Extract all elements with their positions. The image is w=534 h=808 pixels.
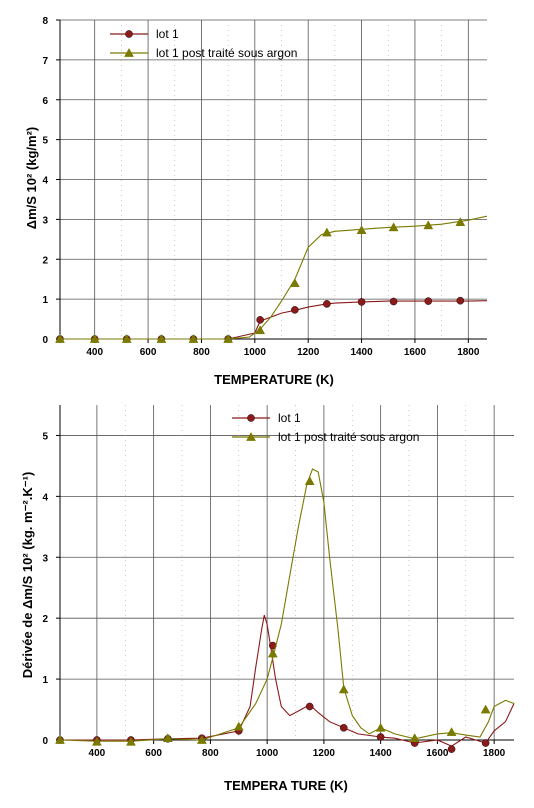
chart-bottom-x-tick-label: 1000 <box>256 748 279 759</box>
chart-bottom-series-lot1-point <box>447 745 456 753</box>
chart-bottom-series-lot1-point <box>376 733 385 741</box>
chart-bottom-y-tick-label: 4 <box>42 492 48 503</box>
chart-bottom-legend-label: lot 1 <box>278 411 301 425</box>
chart-top-series-lot1-point <box>424 297 433 305</box>
chart-bottom-series-lot1-point <box>305 702 314 711</box>
chart-top-series-lot1-argon-point <box>255 325 266 335</box>
chart-top-legend-label: lot 1 <box>156 27 179 41</box>
chart-top-y-tick-label: 8 <box>42 16 48 27</box>
chart-bottom-x-tick-label: 1200 <box>313 748 336 759</box>
chart-top-series-lot1-argon-point <box>356 225 367 234</box>
chart-top-ylabel: Δm/S 10² (kg/m²) <box>24 127 39 230</box>
chart-top-legend: lot 1 lot 1 post traité sous argon <box>110 27 297 60</box>
chart-top-series-lot1-point <box>357 298 366 306</box>
chart-top-y-tick-label: 6 <box>42 96 48 107</box>
chart-top: Δm/S 10² (kg/m²) TEMPERATURE (K) <box>24 127 334 387</box>
chart-bottom-series-lot1-argon-point <box>267 648 278 658</box>
chart-top-series-lot1-argon-point <box>223 333 234 343</box>
chart-top-series-lot1-argon-point <box>121 333 132 343</box>
chart-bottom-series-lot1-argon-point <box>162 733 173 743</box>
chart-bottom-series-lot1-argon-point <box>338 684 349 694</box>
chart-top-series-lot1-argon-point <box>55 333 65 343</box>
chart-top-series-lot1-point <box>291 306 299 314</box>
chart-bottom-plot: 400 600 800 1000 1200 1400 1600 1800 0 1 2 3 4 5 lot 1… <box>42 405 515 759</box>
chart-bottom-series-lot1-argon-point <box>55 734 65 744</box>
chart-top-y-tick-label: 3 <box>42 215 48 226</box>
chart-top-x-tick-label: 1800 <box>457 347 480 358</box>
chart-bottom-y-tick-label: 1 <box>42 675 48 686</box>
chart-top-x-tick-label: 400 <box>86 347 103 358</box>
chart-bottom-ylabel: Dérivée de Δm/S 10² (kg. m⁻².K⁻¹) <box>20 472 35 679</box>
chart-bottom-series-lot1-argon-point <box>233 721 244 731</box>
chart-bottom-x-tick-label: 1400 <box>370 748 393 759</box>
chart-bottom-x-tick-label: 800 <box>202 748 219 759</box>
chart-top-x-tick-label: 1000 <box>244 347 267 358</box>
chart-bottom-x-tick-label: 1600 <box>426 748 449 759</box>
chart-top-x-tick-label: 1200 <box>297 347 320 358</box>
chart-bottom-x-tick-label: 600 <box>145 748 162 759</box>
chart-bottom-xlabel: TEMPERA TURE (K) <box>224 778 348 793</box>
chart-top-legend-marker <box>124 47 134 57</box>
chart-top-series-lot1-argon-point <box>455 217 466 227</box>
chart-top-plot: 400 600 800 1000 1200 1400 1600 1800 0 1 2 3 4 5 6 7 8 lo… <box>42 16 488 358</box>
chart-bottom-y-tick-label: 3 <box>42 553 48 564</box>
chart-bottom-series-lot1-argon-point <box>446 727 457 736</box>
chart-bottom-legend-label: lot 1 post traité sous argon <box>278 430 419 444</box>
chart-bottom-series-lot1-argon-line <box>59 468 515 742</box>
chart-top-y-tick-label: 5 <box>42 136 48 147</box>
chart-top-y-tick-label: 4 <box>42 176 48 187</box>
chart-bottom-series-lot1-argon-point <box>304 476 315 485</box>
chart-top-series-lot1-point <box>323 300 331 308</box>
chart-bottom-x-tick-label: 1800 <box>483 748 506 759</box>
chart-top-series-lot1-argon-point <box>423 220 434 230</box>
chart-bottom-legend-marker <box>246 431 256 441</box>
chart-top-series-lot1-line <box>60 300 488 340</box>
chart-bottom-y-tick-label: 2 <box>42 614 48 625</box>
chart-top-y-tick-label: 7 <box>42 56 48 67</box>
chart-bottom-legend: lot 1 lot 1 post traité sous argon <box>232 411 419 444</box>
chart-top-series-lot1-point <box>456 296 465 305</box>
chart-top-series-lot1-argon-point <box>388 222 399 232</box>
chart-bottom-series-lot1-argon-point <box>480 704 491 714</box>
chart-top-series-lot1-argon-point <box>156 333 167 343</box>
chart-bottom-series-lot1-argon-point <box>409 733 420 743</box>
chart-bottom-series-lot1-point <box>339 724 348 732</box>
chart-top-y-tick-label: 2 <box>42 255 48 266</box>
chart-bottom-series-lot1-argon-point <box>196 734 207 744</box>
chart-bottom-y-tick-label: 0 <box>42 736 48 747</box>
chart-top-series-lot1-argon-point <box>188 333 199 343</box>
chart-top-x-tick-label: 1600 <box>404 347 427 358</box>
chart-top-series-lot1-argon-point <box>89 333 100 343</box>
chart-bottom-series-lot1-argon-point <box>91 736 102 746</box>
chart-top-xlabel: TEMPERATURE (K) <box>214 372 334 387</box>
chart-top-series-lot1-point <box>389 297 398 306</box>
chart-top-legend-label: lot 1 post traité sous argon <box>156 46 297 60</box>
chart-top-x-tick-label: 600 <box>140 347 157 358</box>
chart-top-y-tick-label: 0 <box>42 335 48 346</box>
chart-bottom-series-lot1-point <box>481 739 490 747</box>
chart-top-series-lot1-argon-point <box>321 227 332 237</box>
chart-top-y-tick-label: 1 <box>42 295 48 306</box>
chart-bottom-series-lot1-argon-point <box>126 736 136 746</box>
chart-top-x-tick-label: 800 <box>193 347 210 358</box>
chart-bottom: Dérivée de Δm/S 10² (kg. m⁻².K⁻¹) TEMPER… <box>20 472 348 793</box>
chart-bottom-series-lot1-argon-point <box>375 722 386 732</box>
chart-top-series-lot1-point <box>256 316 264 324</box>
chart-bottom-series-lot1-line <box>60 614 515 747</box>
chart-top-legend-marker <box>125 30 133 38</box>
chart-top-x-tick-label: 1400 <box>350 347 373 358</box>
chart-top-series-lot1-argon-point <box>289 278 300 288</box>
chart-top-series-lot1-argon-line <box>60 215 488 340</box>
chart-bottom-legend-marker <box>247 414 255 422</box>
chart-bottom-x-tick-label: 400 <box>89 748 106 759</box>
chart-bottom-y-tick-label: 5 <box>42 431 48 442</box>
